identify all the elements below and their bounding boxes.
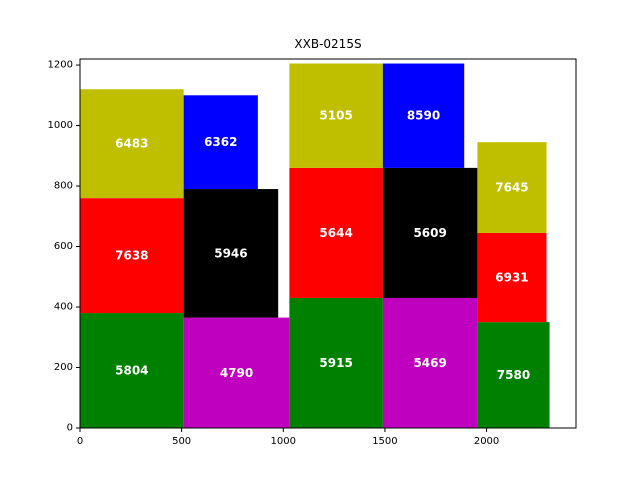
block-label-0: 5804 [115,364,148,378]
x-tick-label-500: 500 [172,436,191,447]
block-9 [382,297,478,428]
y-tick-label-800: 800 [54,181,73,192]
y-axis: 0 200 400 600 800 1000 1200 [48,60,80,434]
block-5 [183,95,258,190]
x-tick-label-2000: 2000 [474,436,499,447]
block-14 [477,142,547,233]
block-4 [183,189,279,318]
block-label-1: 7638 [115,249,148,263]
blocks-group: 5804 7638 6483 4790 5946 6362 5915 5644 5105 5469… [80,63,550,428]
block-label-14: 7645 [495,181,528,195]
block-12 [477,322,550,428]
x-axis: 0 500 1000 1500 2000 [77,428,499,447]
y-tick-label-600: 600 [54,241,73,252]
block-label-3: 4790 [220,366,253,380]
block-label-4: 5946 [214,246,247,260]
block-label-6: 5915 [319,356,352,370]
block-8 [289,63,383,168]
y-tick-label-1200: 1200 [48,60,73,71]
y-tick-label-400: 400 [54,302,73,313]
block-0 [80,313,184,428]
block-3 [183,317,290,428]
block-label-13: 6931 [495,271,528,285]
block-2 [80,89,184,199]
block-6 [289,297,383,428]
block-label-2: 6483 [115,137,148,151]
x-tick-label-1500: 1500 [372,436,397,447]
y-tick-label-0: 0 [67,423,73,434]
block-label-12: 7580 [497,368,530,382]
chart-title: XXB-0215S [294,37,361,51]
block-11 [382,63,465,168]
block-label-9: 5469 [413,356,446,370]
block-7 [289,167,383,298]
plot-frame [79,58,577,429]
block-13 [477,232,547,323]
block-1 [80,198,184,314]
block-label-11: 8590 [407,109,440,123]
y-tick-label-1000: 1000 [48,120,73,131]
block-label-7: 5644 [319,226,352,240]
block-10 [382,167,478,298]
x-tick-label-0: 0 [77,436,83,447]
y-tick-label-200: 200 [54,362,73,373]
block-label-8: 5105 [319,109,352,123]
x-tick-label-1000: 1000 [271,436,296,447]
block-label-10: 5609 [413,226,446,240]
block-label-5: 6362 [204,135,237,149]
